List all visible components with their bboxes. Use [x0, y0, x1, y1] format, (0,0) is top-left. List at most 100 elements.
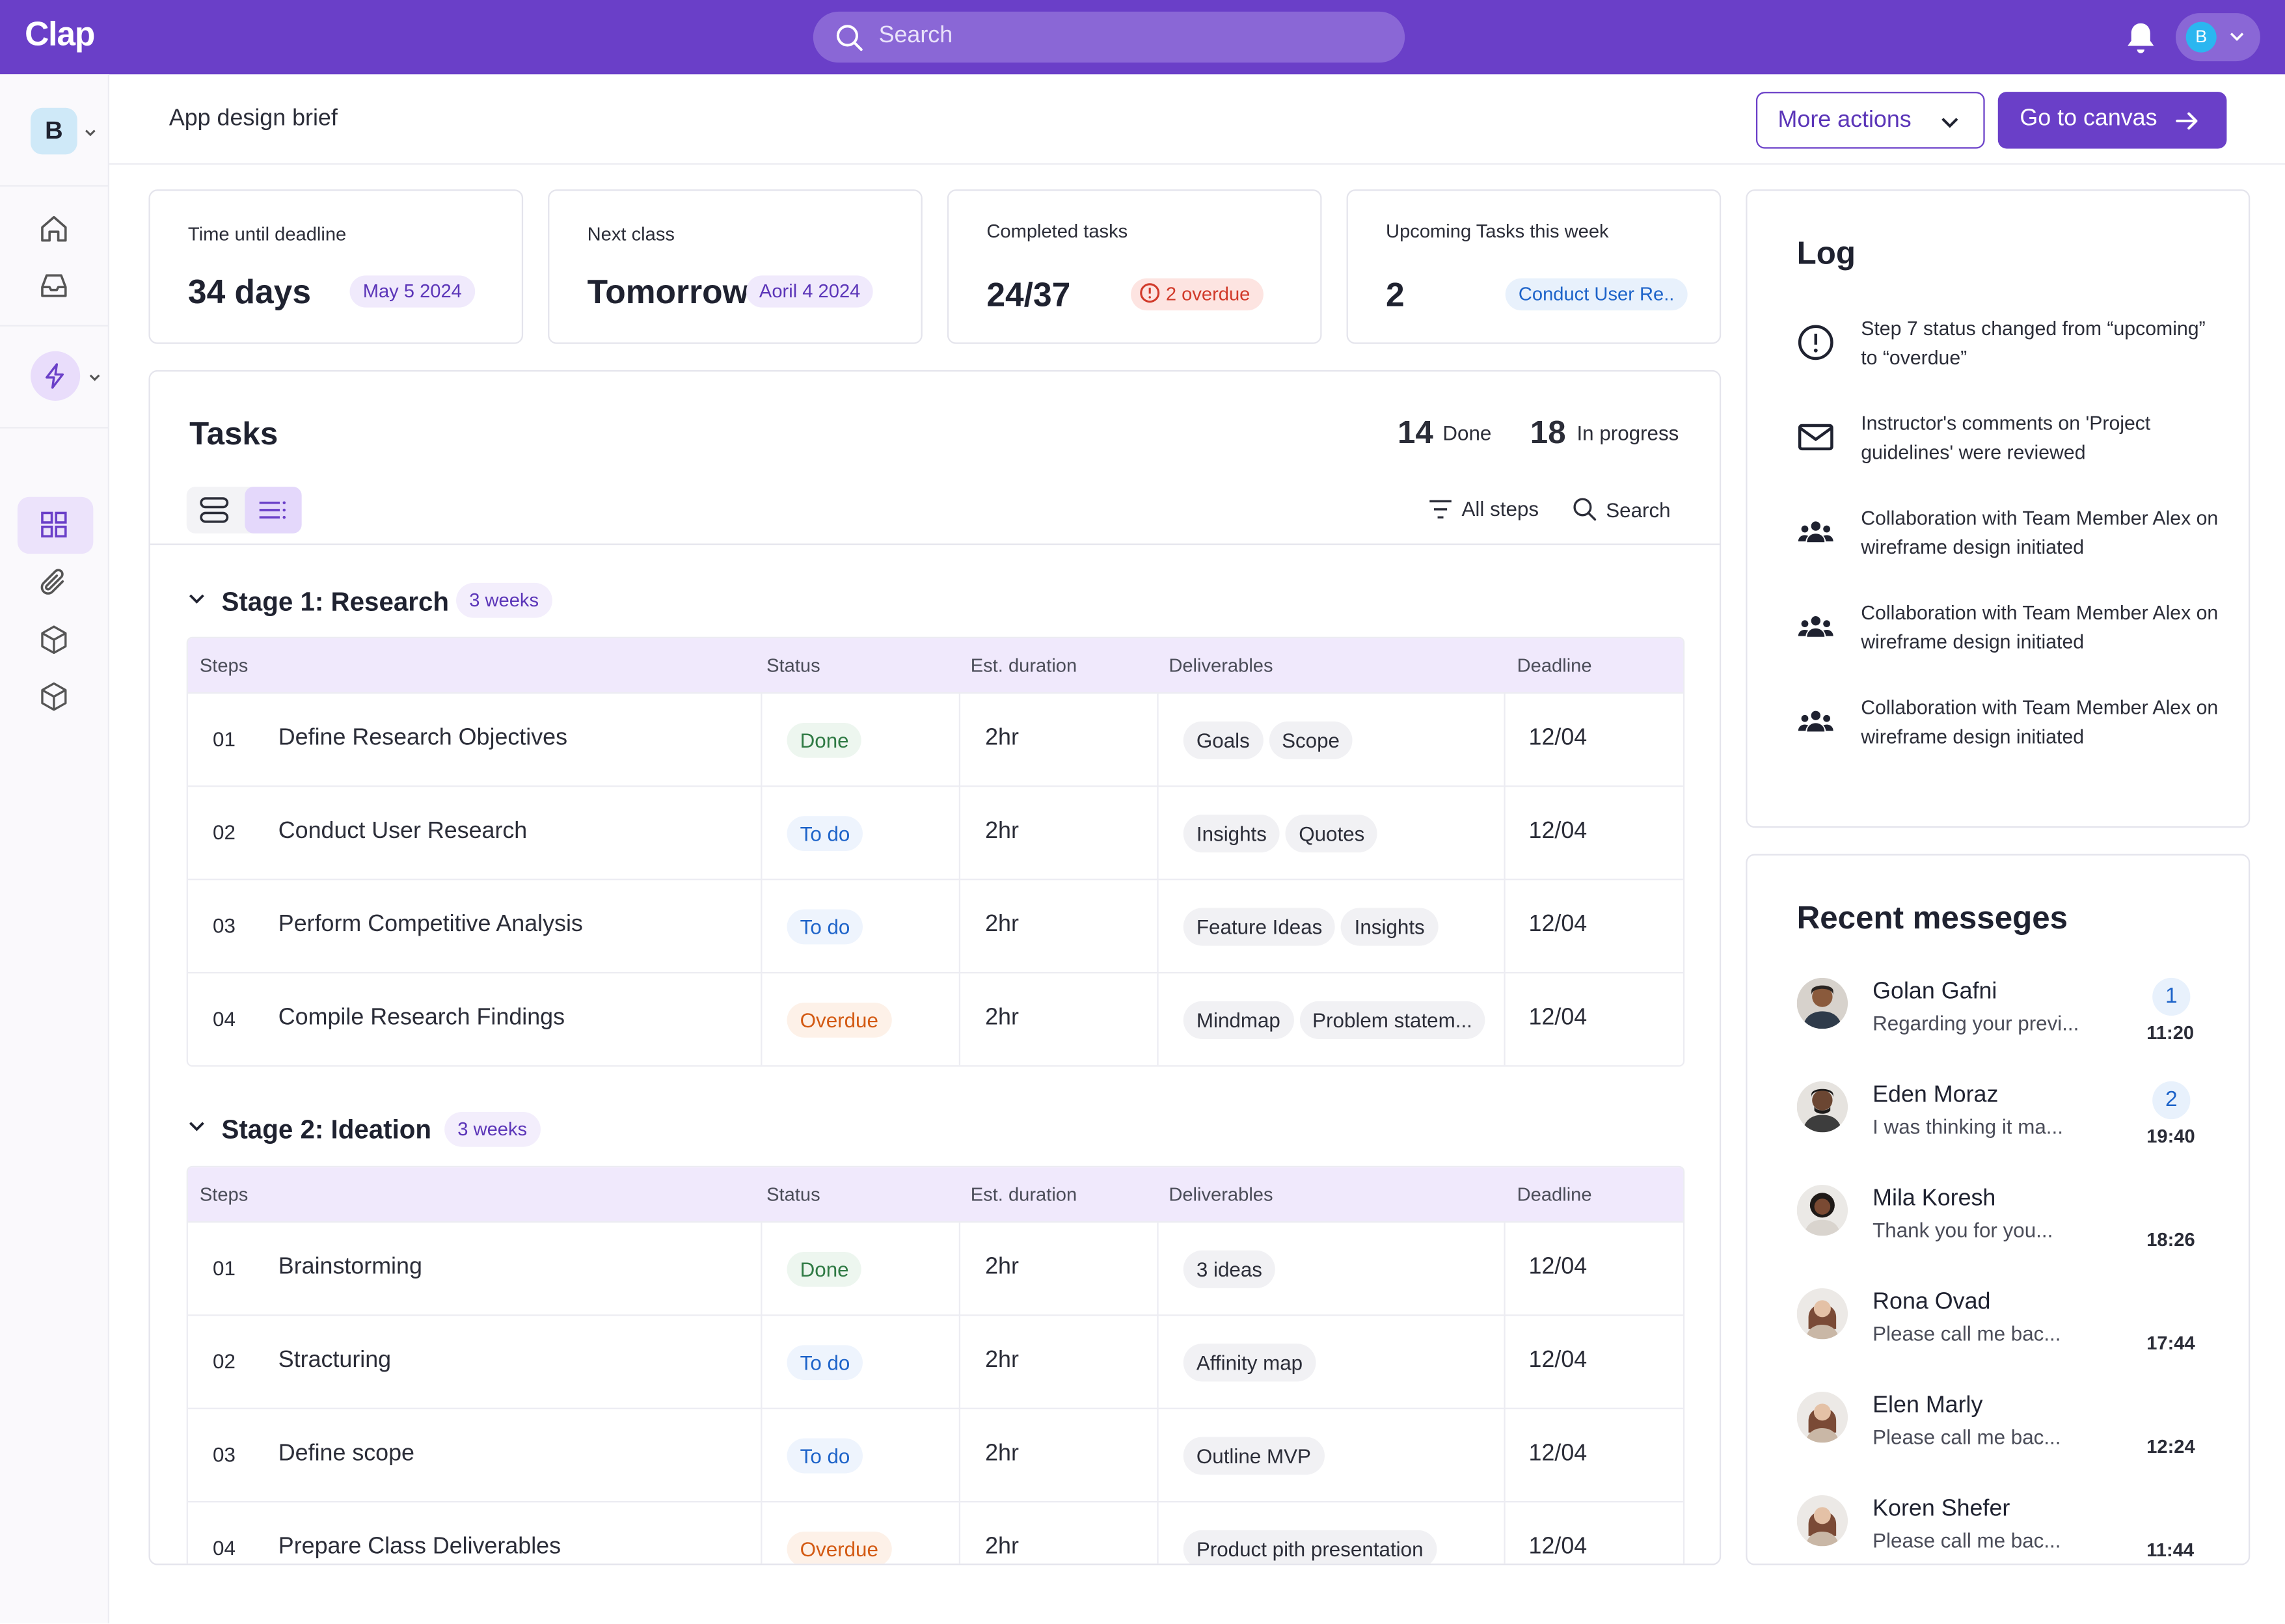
stage-1-header[interactable]: Stage 1: Research: [187, 588, 449, 618]
deliverable-chip[interactable]: Quotes: [1286, 815, 1378, 853]
table-row[interactable]: 01 Define Research Objectives Done 2hr G…: [187, 692, 1683, 787]
status-badge[interactable]: To do: [787, 816, 863, 852]
deliverables: Feature Ideas Insights: [1183, 908, 1444, 946]
package-icon[interactable]: [38, 681, 70, 712]
header-divider: [109, 163, 2285, 165]
stage-duration-badge: 3 weeks: [456, 582, 552, 618]
sender-name: Koren Shefer: [1873, 1496, 2010, 1522]
automation-button[interactable]: [31, 351, 81, 401]
column-divider: [1157, 1502, 1159, 1564]
deliverable-chip[interactable]: Product pith presentation: [1183, 1530, 1437, 1564]
step-name[interactable]: Define Research Objectives: [278, 725, 567, 751]
all-steps-filter[interactable]: All steps: [1428, 497, 1539, 521]
package-icon[interactable]: [38, 624, 70, 656]
deliverable-chip[interactable]: Insights: [1183, 815, 1280, 853]
table-row[interactable]: 02 Stracturing To do 2hr Affinity map 12…: [187, 1314, 1683, 1409]
status-badge[interactable]: To do: [787, 1438, 863, 1474]
step-name[interactable]: Perform Competitive Analysis: [278, 912, 583, 938]
deliverable-chip[interactable]: 3 ideas: [1183, 1250, 1276, 1288]
view-toggle: [186, 487, 302, 534]
table-row[interactable]: 01 Brainstorming Done 2hr 3 ideas 12/04: [187, 1221, 1683, 1316]
column-header-status[interactable]: Status: [766, 1183, 820, 1206]
step-name[interactable]: Conduct User Research: [278, 819, 528, 844]
upcoming-task-badge[interactable]: Conduct User Re..: [1505, 278, 1688, 311]
message-item[interactable]: Rona Ovad Please call me bac... 17:44: [1796, 1288, 2220, 1361]
stage-title: Stage 2: Ideation: [221, 1115, 432, 1144]
table-row[interactable]: 02 Conduct User Research To do 2hr Insig…: [187, 785, 1683, 880]
column-header-deadline[interactable]: Deadline: [1517, 1183, 1592, 1206]
card-view-button[interactable]: [187, 487, 243, 534]
message-item[interactable]: Koren Shefer Please call me bac... 11:44: [1796, 1495, 2220, 1563]
deliverable-chip[interactable]: Goals: [1183, 721, 1263, 759]
status-badge[interactable]: Overdue: [787, 1002, 892, 1038]
step-name[interactable]: Stracturing: [278, 1347, 392, 1373]
deadline: 12/04: [1528, 1441, 1588, 1467]
log-item[interactable]: Instructor's comments on 'Project guidel…: [1797, 409, 2234, 482]
table-row[interactable]: 03 Define scope To do 2hr Outline MVP 12…: [187, 1407, 1683, 1503]
table-row[interactable]: 04 Prepare Class Deliverables Overdue 2h…: [187, 1500, 1683, 1564]
search-icon: [836, 25, 863, 51]
column-divider: [1504, 694, 1506, 787]
step-name[interactable]: Define scope: [278, 1441, 414, 1467]
home-icon[interactable]: [38, 213, 70, 245]
stage-2-header[interactable]: Stage 2: Ideation: [187, 1115, 431, 1145]
column-header-deadline[interactable]: Deadline: [1517, 654, 1592, 677]
deliverable-chip[interactable]: Scope: [1268, 721, 1353, 759]
column-header-deliverables[interactable]: Deliverables: [1169, 1183, 1273, 1206]
notification-bell-icon[interactable]: [2125, 20, 2157, 55]
status-badge[interactable]: Done: [787, 1251, 862, 1287]
message-item[interactable]: Eden Moraz I was thinking it ma... 2 19:…: [1796, 1081, 2220, 1154]
column-divider: [958, 694, 961, 787]
overdue-label: 2 overdue: [1165, 282, 1251, 305]
message-item[interactable]: Mila Koresh Thank you for you... 18:26: [1796, 1184, 2220, 1258]
stage-title: Stage 1: Research: [221, 587, 450, 617]
table-row[interactable]: 04 Compile Research Findings Overdue 2hr…: [187, 971, 1683, 1066]
column-divider: [761, 1316, 763, 1409]
column-header-deliverables[interactable]: Deliverables: [1169, 654, 1273, 677]
log-item[interactable]: Collaboration with Team Member Alex on w…: [1797, 504, 2234, 577]
workspace-avatar[interactable]: B: [31, 107, 77, 155]
column-header-steps[interactable]: Steps: [199, 1183, 249, 1206]
table-row[interactable]: 03 Perform Competitive Analysis To do 2h…: [187, 878, 1683, 974]
deliverable-chip[interactable]: Affinity map: [1183, 1344, 1316, 1382]
tasks-search-button[interactable]: Search: [1573, 497, 1671, 522]
status-badge[interactable]: Overdue: [787, 1532, 892, 1564]
step-name[interactable]: Compile Research Findings: [278, 1005, 565, 1031]
team-icon: [1798, 710, 1833, 732]
column-header-duration[interactable]: Est. duration: [970, 654, 1077, 677]
message-item[interactable]: Golan Gafni Regarding your previ... 1 11…: [1796, 977, 2220, 1051]
more-actions-button[interactable]: More actions: [1755, 92, 1985, 149]
deliverable-chip[interactable]: Feature Ideas: [1183, 908, 1336, 946]
column-header-steps[interactable]: Steps: [199, 654, 249, 677]
sidebar-item-dashboard[interactable]: [17, 496, 94, 554]
go-to-canvas-button[interactable]: Go to canvas: [1997, 92, 2227, 149]
message-item[interactable]: Elen Marly Please call me bac... 12:24: [1796, 1392, 2220, 1465]
deliverable-chip[interactable]: Mindmap: [1183, 1001, 1294, 1039]
column-header-status[interactable]: Status: [766, 654, 820, 677]
step-name[interactable]: Brainstorming: [278, 1254, 422, 1280]
global-search-input[interactable]: Search: [813, 11, 1405, 63]
list-view-button[interactable]: [245, 487, 302, 534]
column-header-duration[interactable]: Est. duration: [970, 1183, 1077, 1206]
chevron-down-icon[interactable]: [87, 370, 101, 385]
deliverable-chip[interactable]: Outline MVP: [1183, 1437, 1325, 1475]
status-badge[interactable]: To do: [787, 1345, 863, 1381]
status-badge[interactable]: Done: [787, 722, 862, 758]
log-item[interactable]: Collaboration with Team Member Alex on w…: [1797, 599, 2234, 672]
user-menu[interactable]: B: [2176, 13, 2260, 62]
step-name[interactable]: Prepare Class Deliverables: [278, 1534, 561, 1560]
column-divider: [761, 880, 763, 974]
status-badge[interactable]: To do: [787, 909, 863, 945]
overdue-badge[interactable]: 2 overdue: [1131, 278, 1264, 311]
deliverable-chip[interactable]: Problem statem...: [1299, 1001, 1486, 1039]
grid-icon[interactable]: [38, 509, 70, 541]
log-item[interactable]: Collaboration with Team Member Alex on w…: [1797, 694, 2234, 766]
chevron-down-icon[interactable]: [83, 126, 98, 140]
attachment-icon[interactable]: [38, 567, 70, 599]
inbox-icon[interactable]: [38, 269, 70, 301]
stacked-view-icon: [200, 497, 229, 523]
log-item[interactable]: Step 7 status changed from “upcoming” to…: [1797, 315, 2234, 388]
deliverables: Goals Scope: [1183, 721, 1359, 759]
deliverable-chip[interactable]: Insights: [1341, 908, 1438, 946]
app-logo[interactable]: Clap: [25, 14, 95, 53]
